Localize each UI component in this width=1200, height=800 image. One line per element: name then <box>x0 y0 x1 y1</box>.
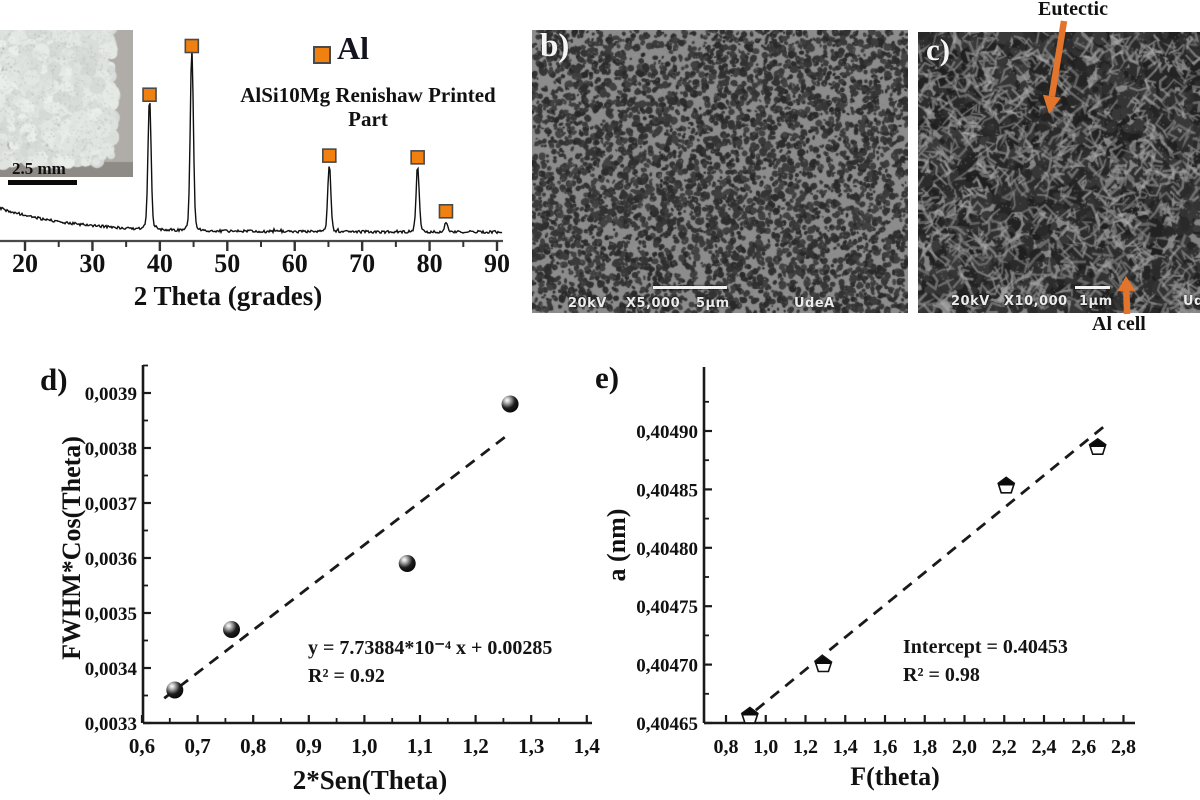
xrd-title: AlSi10Mg Renishaw Printed Part <box>240 83 496 131</box>
svg-text:1,8: 1,8 <box>912 736 937 758</box>
sem-c-voltage: 20kV <box>951 294 990 309</box>
legend-al-marker <box>313 46 331 64</box>
svg-text:0,40480: 0,40480 <box>636 539 698 560</box>
inset-photo: 2.5 mm <box>0 30 133 185</box>
d-yaxis-label: FWHM*Cos(Theta) <box>57 436 86 660</box>
svg-text:2,6: 2,6 <box>1071 736 1096 758</box>
svg-text:1,1: 1,1 <box>407 734 433 758</box>
svg-text:1,2: 1,2 <box>793 736 818 758</box>
sem-c-lab: Ud <box>1183 294 1200 309</box>
e-yaxis-label: a (nm) <box>602 508 631 582</box>
svg-text:90: 90 <box>484 249 510 278</box>
svg-text:30: 30 <box>79 249 105 278</box>
d-fit-equation: y = 7.73884*10⁻⁴ x + 0.00285 <box>308 637 553 659</box>
inset-scale-bar <box>8 180 77 185</box>
svg-text:0,40490: 0,40490 <box>636 422 698 443</box>
svg-text:0,0037: 0,0037 <box>85 494 138 515</box>
panel-d-letter: d) <box>40 362 68 397</box>
xrd-axis: 20 30 40 50 60 70 80 90 <box>0 239 510 278</box>
svg-text:1,6: 1,6 <box>873 736 898 758</box>
sem-micrograph-c <box>918 32 1200 313</box>
peak-marker <box>142 87 157 103</box>
panel-b-letter: b) <box>540 28 570 64</box>
sem-b-lab: UdeA <box>794 296 835 311</box>
e-intercept: Intercept = 0.40453 <box>903 636 1068 658</box>
svg-text:0,0036: 0,0036 <box>85 549 137 570</box>
data-point-pentagon <box>814 655 833 673</box>
peak-marker <box>184 38 200 54</box>
data-point-pentagon <box>740 706 759 724</box>
svg-text:60: 60 <box>282 249 308 278</box>
svg-text:40: 40 <box>147 249 173 278</box>
svg-text:2,2: 2,2 <box>992 736 1017 758</box>
panel-c-letter: c) <box>926 32 951 67</box>
svg-text:1,0: 1,0 <box>351 734 377 758</box>
d-xaxis-label: 2*Sen(Theta) <box>292 765 448 795</box>
peak-marker <box>410 150 425 165</box>
svg-text:1,0: 1,0 <box>753 736 778 758</box>
panel-sem-b: b) 20kV X5,000 5μm UdeA <box>532 28 908 313</box>
eutectic-annotation: Eutectic <box>1038 0 1108 20</box>
xrd-xaxis-label: 2 Theta (grades) <box>133 281 323 311</box>
svg-text:0,40485: 0,40485 <box>636 480 698 501</box>
data-point-pentagon <box>1088 437 1107 455</box>
legend-al-label: Al <box>337 30 369 66</box>
svg-text:1,2: 1,2 <box>462 734 488 758</box>
svg-text:0,0034: 0,0034 <box>85 659 138 680</box>
svg-text:0,0033: 0,0033 <box>85 714 137 735</box>
svg-text:0,40475: 0,40475 <box>636 597 698 618</box>
sem-c-scale-bar <box>1075 286 1110 289</box>
sem-b-scale-bar <box>653 286 727 289</box>
d-fit-annotation: y = 7.73884*10⁻⁴ x + 0.00285 R² = 0.92 <box>308 634 552 690</box>
d-r-squared: R² = 0.92 <box>308 665 385 687</box>
svg-text:0,40470: 0,40470 <box>636 656 698 677</box>
svg-text:2,8: 2,8 <box>1111 736 1136 758</box>
svg-text:0,7: 0,7 <box>184 734 210 758</box>
svg-text:1,4: 1,4 <box>833 736 858 758</box>
e-fit-annotation: Intercept = 0.40453 R² = 0.98 <box>903 633 1068 689</box>
sem-b-voltage: 20kV <box>568 296 607 311</box>
data-point-pentagon <box>997 476 1016 494</box>
sem-b-magnification: X5,000 <box>626 296 681 311</box>
svg-text:1,4: 1,4 <box>574 734 601 758</box>
sem-b-scale-label: 5μm <box>696 296 730 311</box>
sem-c-magnification: X10,000 <box>1004 294 1068 309</box>
svg-text:0,9: 0,9 <box>296 734 322 758</box>
svg-text:50: 50 <box>214 249 240 278</box>
scatter-d-williamson-hall: 0,6 0,7 0,8 0,9 1,0 1,1 1,2 1,3 1,4 0,0033 0,0034 0… <box>85 364 601 758</box>
svg-text:0,8: 0,8 <box>240 734 266 758</box>
data-point-sphere <box>501 395 519 413</box>
al-cell-annotation: Al cell <box>1092 313 1146 335</box>
svg-text:20: 20 <box>12 249 38 278</box>
e-xaxis-label: F(theta) <box>850 762 940 791</box>
svg-text:0,0038: 0,0038 <box>85 439 137 460</box>
svg-text:80: 80 <box>417 249 443 278</box>
peak-marker <box>438 204 454 219</box>
scatter-e-nelson-riley: 0,8 1,0 1,2 1,4 1,6 1,8 2,0 2,2 2,4 2,6 2,8 0,40465… <box>636 367 1136 758</box>
svg-text:0,6: 0,6 <box>129 734 155 758</box>
svg-text:0,0035: 0,0035 <box>85 604 137 625</box>
svg-text:2,0: 2,0 <box>952 736 977 758</box>
svg-text:70: 70 <box>349 249 375 278</box>
e-r-squared: R² = 0.98 <box>903 664 980 686</box>
panel-xrd: 20 30 40 50 60 70 80 90 2.5 mm Al AlSi10Mg Reni… <box>0 0 545 340</box>
printed-part-photo <box>0 30 133 177</box>
peak-marker <box>322 148 337 163</box>
sem-c-scale-label: 1μm <box>1079 294 1113 309</box>
data-point-sphere <box>223 621 241 638</box>
sem-micrograph-b <box>532 30 908 313</box>
panel-e-letter: e) <box>595 360 620 395</box>
svg-text:1,3: 1,3 <box>518 734 544 758</box>
panel-sem-c: c) 20kV X10,000 1μm Ud <box>918 32 1200 313</box>
svg-text:0,40465: 0,40465 <box>636 714 698 735</box>
data-point-sphere <box>398 555 416 572</box>
inset-scale-label: 2.5 mm <box>12 159 66 178</box>
svg-text:0,0039: 0,0039 <box>85 384 137 405</box>
data-point-sphere <box>166 681 184 699</box>
svg-text:0,8: 0,8 <box>714 736 739 758</box>
svg-text:2,4: 2,4 <box>1032 736 1057 758</box>
